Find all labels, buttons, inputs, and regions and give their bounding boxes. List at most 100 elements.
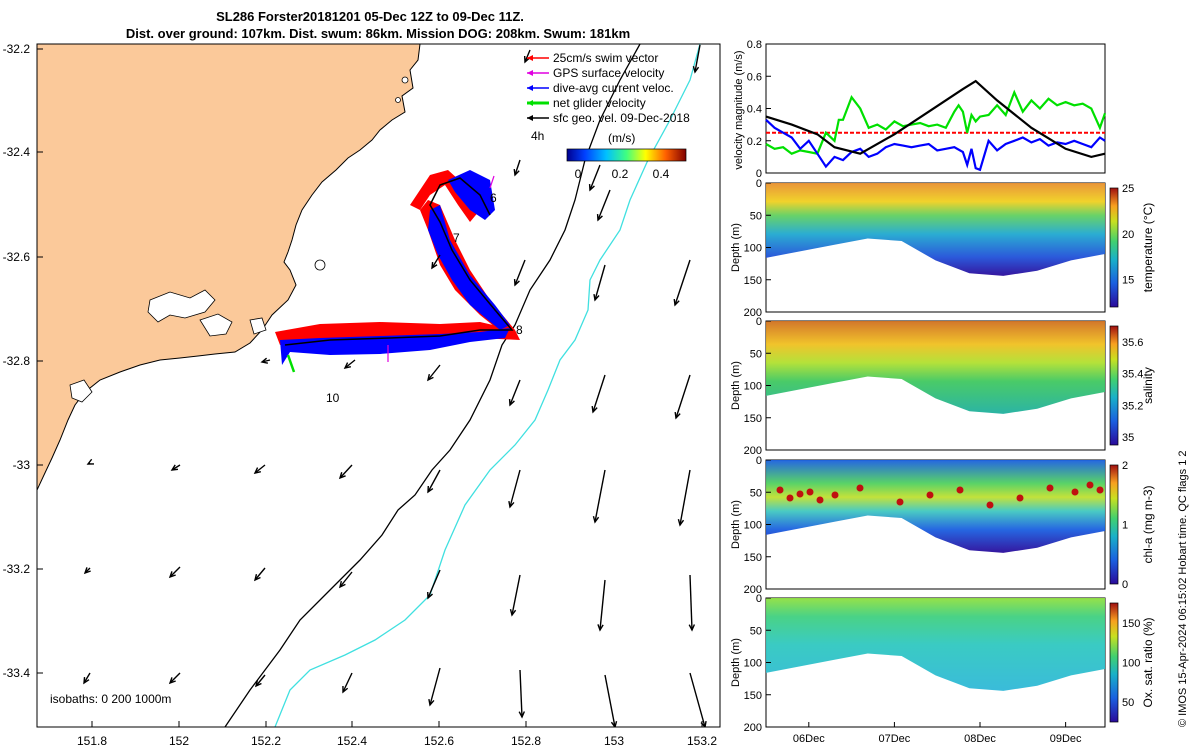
current-band-east <box>280 328 510 365</box>
chla-high-point <box>786 494 794 502</box>
sfc-arrow-head <box>253 467 262 475</box>
time-tick-label: 06Dec <box>793 733 825 745</box>
glider-track <box>284 177 514 346</box>
sfc-arrow-shaft <box>344 359 356 369</box>
sfc-arrow-head <box>677 519 685 527</box>
section-data-fill <box>766 460 1105 553</box>
map-x-tick-label: 152.8 <box>511 734 541 748</box>
sfc-arrow-shaft <box>254 567 266 581</box>
sfc-arrow-shaft <box>524 49 531 63</box>
sfc-arrow-head <box>83 676 90 685</box>
legend-label: sfc geo. vel. 09-Dec-2018 <box>553 111 690 125</box>
isobaths-label: isobaths: 0 200 1000m <box>50 692 171 706</box>
sfc-arrow-head <box>597 624 604 632</box>
chla-high-point <box>831 491 839 499</box>
sfc-arrow-shaft <box>519 669 523 718</box>
section-colorbar-tick-label: 35.6 <box>1122 337 1143 349</box>
velocity-series-line-1 <box>765 118 1106 172</box>
velocity-panel: 0 0.2 0.4 0.6 0.8 velocity magnitude (m/s) <box>733 39 1107 180</box>
time-tick-label: 07Dec <box>879 733 911 745</box>
sfc-arrow-head <box>674 411 681 420</box>
sfc-arrow-head <box>592 516 600 524</box>
velocity-ylabel: velocity magnitude (m/s) <box>733 50 745 169</box>
section-ylabel: Depth (m) <box>730 223 742 272</box>
legend-arrowhead <box>527 115 533 121</box>
section-y-tick-label: 150 <box>744 552 762 564</box>
track-label-8: 8 <box>516 323 523 337</box>
section-y-tick-label: 50 <box>750 348 762 360</box>
lake-1 <box>147 289 216 323</box>
map-y-tick-label: -33 <box>13 458 31 472</box>
section-colorbar-tick-label: 20 <box>1122 229 1134 241</box>
section-colorbar <box>1109 464 1119 585</box>
velocity-y-tick-label: 0.2 <box>747 136 762 148</box>
section-y-tick-label: 100 <box>744 243 762 255</box>
sfc-arrow-head <box>513 278 520 287</box>
chla-high-point <box>926 491 934 499</box>
sfc-arrow-head <box>673 298 680 307</box>
sfc-arrow-head <box>260 357 269 364</box>
section-y-tick-label: 100 <box>744 658 762 670</box>
section-colorbar-tick-label: 50 <box>1122 697 1134 709</box>
map-y-tick-label: -32.4 <box>3 145 31 159</box>
section-colorbar-label: salinity <box>1141 367 1155 404</box>
section-ylabel: Depth (m) <box>730 638 742 687</box>
sfc-arrow-shaft <box>169 672 181 684</box>
velocity-y-ticks: 0 0.2 0.4 0.6 0.8 <box>747 39 771 180</box>
section-colorbar-label: temperature (°C) <box>1141 203 1155 293</box>
map-y-tick-label: -32.6 <box>3 250 31 264</box>
sfc-arrow-head <box>342 685 349 694</box>
legend-arrowhead <box>527 100 533 106</box>
sfc-arrow-shaft <box>427 469 441 493</box>
sfc-arrow-head <box>168 677 176 685</box>
section-colorbar-tick-label: 25 <box>1122 183 1134 195</box>
section-ylabel: Depth (m) <box>730 500 742 549</box>
sfc-arrow-shaft <box>509 379 521 406</box>
swim-band-loop <box>410 170 480 222</box>
sfc-arrow-shaft <box>694 44 701 73</box>
map-panel: 7 8 10 6 151.8 152 152.2 152.4 152.6 152.8 153… <box>3 42 721 748</box>
section-colorbar-tick-label: 2 <box>1122 460 1128 472</box>
sfc-arrow-shaft <box>431 254 441 269</box>
sfc-arrow-shaft <box>429 667 441 706</box>
sfc-arrow-head <box>596 213 603 222</box>
map-frame <box>36 43 721 728</box>
legend-arrowhead <box>527 70 533 76</box>
sfc-arrow-shaft <box>342 672 353 693</box>
section-panel-chla: 0 50 100 150 200 Depth (m) 0 1 2 chl-a (mg m-3) <box>730 455 1155 596</box>
section-data-fill <box>766 183 1105 276</box>
section-y-tick-label: 50 <box>750 210 762 222</box>
map-x-tick-label: 151.8 <box>77 734 107 748</box>
sfc-arrow-head <box>338 472 346 480</box>
map-y-tick-label: -32.8 <box>3 354 31 368</box>
sfc-arrow-shaft <box>604 674 616 727</box>
velocity-series-line-0 <box>765 89 1107 155</box>
section-y-tick-label: 100 <box>744 520 762 532</box>
sfc-arrow-shaft <box>674 259 691 306</box>
net-velocity-arrow <box>286 354 296 373</box>
sfc-arrow-shaft <box>594 264 606 301</box>
section-y-tick-label: 0 <box>756 593 762 605</box>
section-colorbar-tick-label: 15 <box>1122 275 1134 287</box>
velocity-y-tick-label: 0.6 <box>747 71 762 83</box>
gps-arrow-2 <box>489 175 495 189</box>
time-axis-ticks: 06Dec 07Dec 08Dec 09Dec <box>793 722 1082 745</box>
track-label-6: 6 <box>490 191 497 205</box>
sfc-arrow-head <box>86 458 95 465</box>
section-colorbar-tick-label: 1 <box>1122 520 1128 532</box>
section-colorbar <box>1109 187 1119 308</box>
chla-high-point <box>776 486 784 494</box>
section-colorbar-label: chl-a (mg m-3) <box>1141 485 1155 563</box>
section-colorbar-tick-label: 35.2 <box>1122 400 1143 412</box>
sfc-arrow-shaft <box>427 569 441 599</box>
sfc-arrow-shaft <box>427 364 441 381</box>
map-y-tick-label: -32.2 <box>3 42 31 56</box>
sfc-arrow-head <box>253 574 261 582</box>
sfc-arrow-head <box>83 567 91 575</box>
speed-colorbar-tick-label: 0 <box>575 167 582 181</box>
section-y-tick-label: 150 <box>744 690 762 702</box>
track-label-7: 7 <box>453 231 460 245</box>
chla-high-point <box>1086 481 1094 489</box>
